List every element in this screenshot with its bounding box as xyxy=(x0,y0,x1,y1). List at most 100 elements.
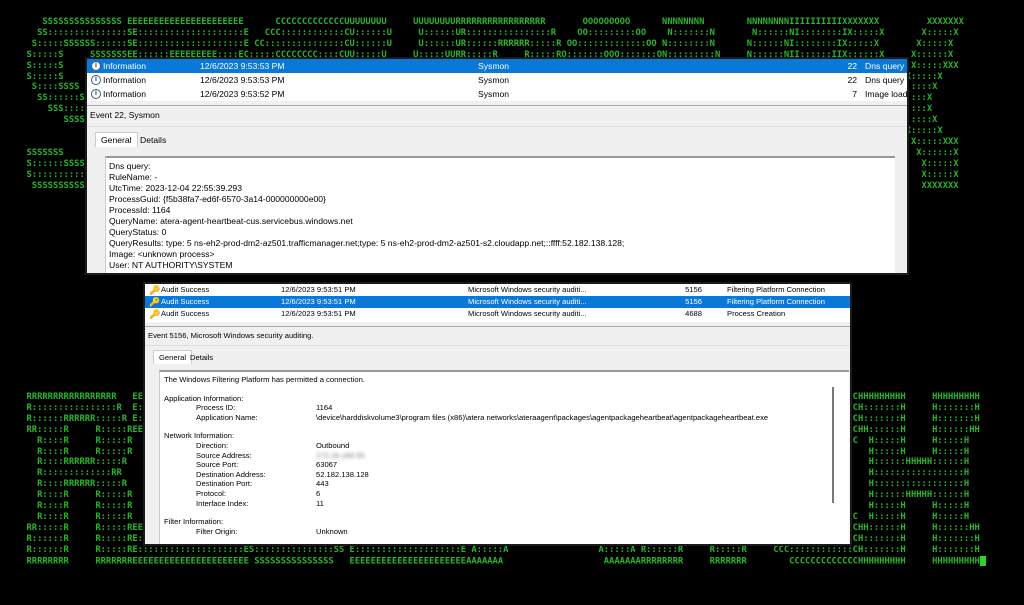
field-value: \device\harddiskvolume3\program files (x… xyxy=(316,412,769,422)
field-label: Interface Index: xyxy=(196,498,249,508)
event-row[interactable]: i Information 12/6/2023 9:53:53 PM Sysmon Dn… xyxy=(87,59,907,73)
field-label: Filter Origin: xyxy=(196,526,238,536)
event-row[interactable]: 🔑 Audit Success 12/6/2023 9:53:51 PM Micros… xyxy=(145,284,850,296)
field-row: Source Port: 63067 xyxy=(164,460,845,470)
event-level: Information xyxy=(103,61,146,71)
event-title: Event 22, Sysmon xyxy=(90,110,160,120)
field-label: Process ID: xyxy=(196,403,236,413)
tab-general[interactable]: General xyxy=(153,350,193,364)
banner-line: SS:::::::::::::::SE::::::::::::::::::::E… xyxy=(0,27,959,38)
scrollbar[interactable] xyxy=(832,387,834,503)
event-source: Microsoft Windows security auditi... xyxy=(468,297,587,306)
event-source: Microsoft Windows security auditi... xyxy=(468,309,587,318)
event-level: Audit Success xyxy=(161,297,210,306)
tab-general[interactable]: General xyxy=(95,132,138,147)
field-label: Destination Port: xyxy=(196,479,253,489)
banner-line: SSSSSSSSSSSSSSS EEEEEEEEEEEEEEEEEEEEEE C… xyxy=(0,17,964,27)
field-row: Filter Origin: Unknown xyxy=(164,527,845,537)
field-row: Process ID: 1164 xyxy=(164,403,845,413)
description-line: Image: <unknown process> xyxy=(109,249,215,259)
banner-line: R::::::R R:::::RE::::::::::::::::::::ES:… xyxy=(0,544,980,555)
event-source: Sysmon xyxy=(478,75,510,85)
description-line: QueryStatus: 0 xyxy=(109,227,167,237)
field-row: Protocol: 6 xyxy=(164,489,845,499)
event-level: Audit Success xyxy=(161,309,210,318)
event-description: Dns query: RuleName: - UtcTime: 2023-12-04… xyxy=(105,156,895,273)
event-viewer-security-panel: 🔑 Audit Success 12/6/2023 9:53:51 PM Micros… xyxy=(143,282,852,546)
field-label: Protocol: xyxy=(196,488,226,498)
section-title: Application Information: xyxy=(164,393,244,403)
event-date: 12/6/2023 9:53:52 PM xyxy=(200,89,285,99)
field-row: Destination Port: 443 xyxy=(164,479,845,489)
description-line: RuleName: - xyxy=(109,172,158,182)
event-task: Filtering Platform Connection xyxy=(727,285,825,294)
description-line: User: NT AUTHORITY\SYSTEM xyxy=(109,260,233,270)
event-level: Audit Success xyxy=(161,285,210,294)
event-id: 22 xyxy=(847,61,857,71)
description-line: QueryResults: type: 5 ns-eh2-prod-dm2-az… xyxy=(109,238,625,248)
field-value: 52.182.138.128 xyxy=(316,469,369,479)
event-row[interactable]: i Information 12/6/2023 9:53:52 PM Sysmon Im… xyxy=(87,87,907,101)
description-intro: The Windows Filtering Platform has permi… xyxy=(164,375,365,384)
description-line: QueryName: atera-agent-heartbeat-cus.ser… xyxy=(109,216,353,226)
event-row[interactable]: i Information 12/6/2023 9:53:53 PM Sysmon Dn… xyxy=(87,73,907,87)
event-task: Dns query (rule: DnsQuery) xyxy=(865,75,907,85)
description-line: ProcessGuid: {f5b38fa7-ed6f-6570-3a14-00… xyxy=(109,194,326,204)
field-label: Application Name: xyxy=(196,412,258,422)
info-icon: i xyxy=(91,89,101,99)
event-title-bar: Event 22, Sysmon xyxy=(87,105,907,127)
tab-details[interactable]: Details xyxy=(190,353,214,362)
event-date: 12/6/2023 9:53:51 PM xyxy=(281,285,356,294)
event-task: Filtering Platform Connection xyxy=(727,297,825,306)
tab-details[interactable]: Details xyxy=(140,135,167,145)
field-label: Destination Address: xyxy=(196,469,266,479)
field-row: Destination Address: 52.182.138.128 xyxy=(164,470,845,480)
event-date: 12/6/2023 9:53:51 PM xyxy=(281,297,356,306)
banner-line: RRRRRRRR RRRRRRREEEEEEEEEEEEEEEEEEEEEE S… xyxy=(0,555,986,567)
key-icon: 🔑 xyxy=(149,297,161,307)
event-level: Information xyxy=(103,75,146,85)
field-row: Interface Index: 11 xyxy=(164,499,845,509)
event-viewer-sysmon-panel: i Information 12/6/2023 9:53:53 PM Sysmon Dn… xyxy=(85,57,909,275)
field-value: Outbound xyxy=(316,440,350,450)
event-task: Dns query (rule: DnsQuery) xyxy=(865,61,907,71)
field-value: 443 xyxy=(316,479,329,489)
event-source: Microsoft Windows security auditi... xyxy=(468,285,587,294)
description-line: UtcTime: 2023-12-04 22:55:39.293 xyxy=(109,183,242,193)
banner-line: S:::::S SSSSSSSEE::::::EEEEEEEEE::::EC::… xyxy=(0,49,954,60)
event-id: 5156 xyxy=(685,297,702,306)
key-icon: 🔑 xyxy=(149,285,161,295)
event-date: 12/6/2023 9:53:51 PM xyxy=(281,309,356,318)
event-list: i Information 12/6/2023 9:53:53 PM Sysmon Dn… xyxy=(87,59,907,101)
field-value: 11 xyxy=(316,498,324,508)
event-row[interactable]: 🔑 Audit Success 12/6/2023 9:53:51 PM Micros… xyxy=(145,308,850,320)
event-level: Information xyxy=(103,89,146,99)
event-source: Sysmon xyxy=(478,61,510,71)
field-row: Application Name: \device\harddiskvolume3… xyxy=(164,413,845,423)
event-title: Event 5156, Microsoft Windows security a… xyxy=(148,331,314,340)
description-line: Dns query: xyxy=(109,161,151,171)
event-id: 22 xyxy=(847,75,857,85)
event-title-bar: Event 5156, Microsoft Windows security a… xyxy=(145,326,850,346)
event-id: 7 xyxy=(852,89,857,99)
field-row: Direction: Outbound xyxy=(164,441,845,451)
event-task: Image loaded (rule: ImageLoad) xyxy=(865,89,908,99)
field-value: Unknown xyxy=(316,526,348,536)
banner-line: S:::::SSSSSS::::::SE::::::::::::::::::::… xyxy=(0,38,954,49)
event-id: 5156 xyxy=(685,285,702,294)
event-task: Process Creation xyxy=(727,309,786,318)
field-label: Source Address: xyxy=(196,450,252,460)
section-title: Network Information: xyxy=(164,431,235,441)
field-value: 172.16.166.55 xyxy=(316,450,365,460)
section-title: Filter Information: xyxy=(164,517,224,527)
event-source: Sysmon xyxy=(478,89,510,99)
field-label: Source Port: xyxy=(196,460,239,470)
field-label: Direction: xyxy=(196,440,229,450)
event-id: 4688 xyxy=(685,309,702,318)
info-icon: i xyxy=(91,75,101,85)
key-icon: 🔑 xyxy=(149,309,161,319)
event-row[interactable]: 🔑 Audit Success 12/6/2023 9:53:51 PM Micros… xyxy=(145,296,850,308)
event-date: 12/6/2023 9:53:53 PM xyxy=(200,75,285,85)
description-line: ProcessId: 1164 xyxy=(109,205,171,215)
terminal-cursor xyxy=(979,555,986,566)
